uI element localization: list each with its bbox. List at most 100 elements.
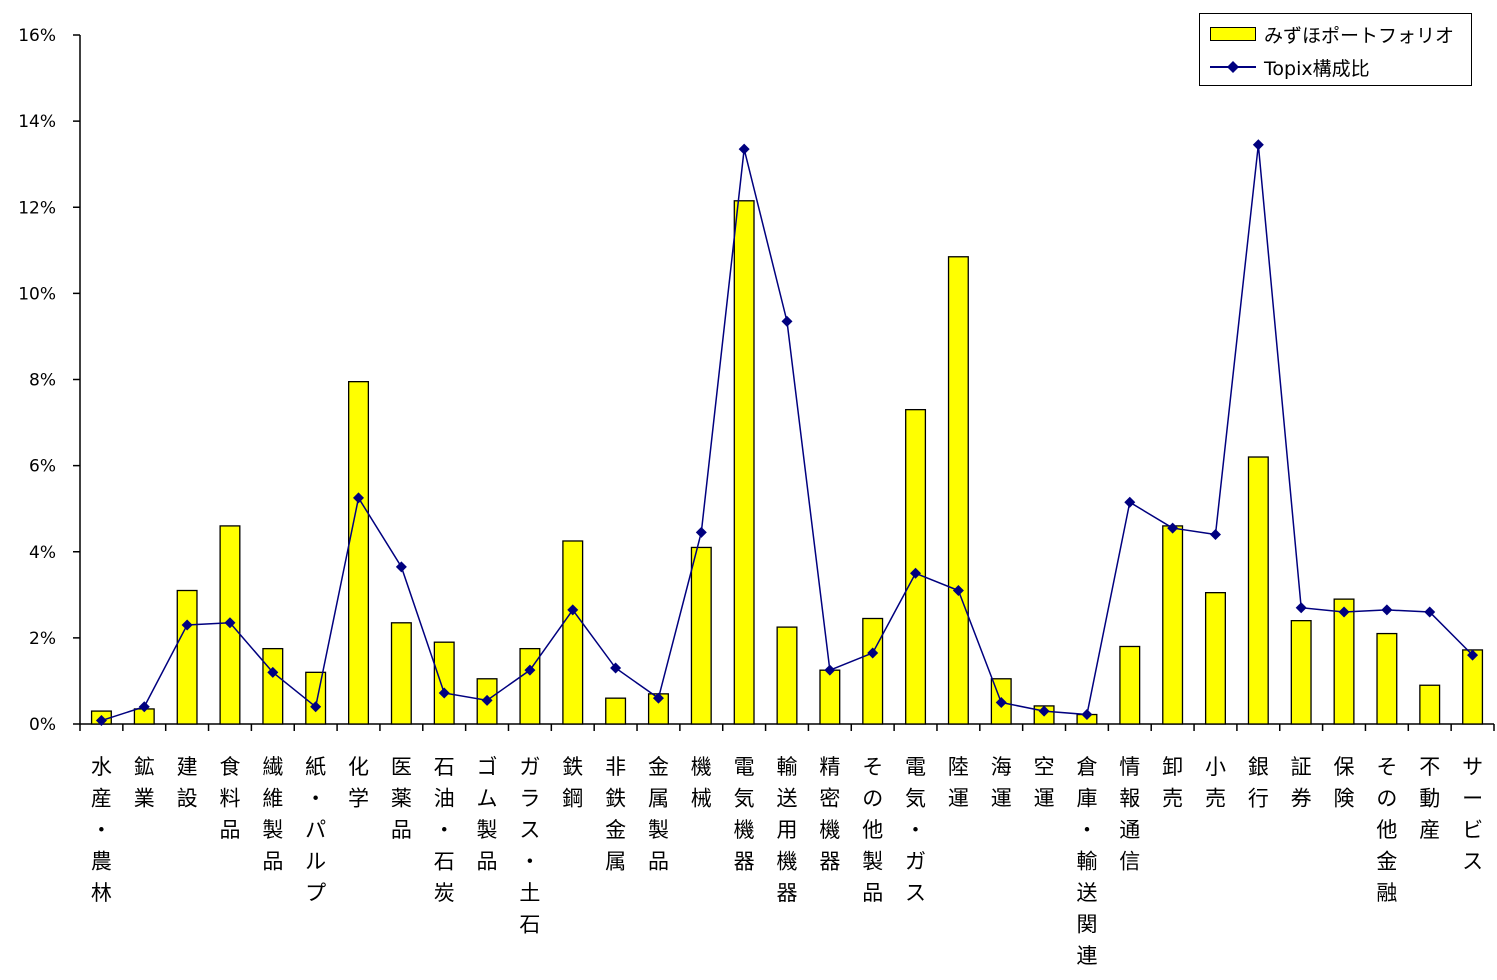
y-tick-label: 8% [29, 371, 56, 391]
bar-陸運 [947, 256, 969, 725]
y-tick-label: 16% [18, 26, 56, 46]
legend-bar-label: みずほポートフォリオ [1264, 24, 1455, 47]
bar-その他金融 [1376, 632, 1398, 725]
bar-不動産 [1419, 684, 1441, 725]
point-非鉄金属 [610, 662, 622, 674]
legend-item-line: Topix構成比 [1210, 52, 1370, 82]
point-小売 [1209, 529, 1221, 541]
point-情報通信 [1124, 496, 1136, 508]
x-tick-label: 空運 [1034, 755, 1055, 811]
x-tick-label: 医薬品 [391, 755, 412, 842]
point-輸送用機器 [781, 315, 793, 327]
point-その他金融 [1381, 604, 1393, 616]
legend-line-label: Topix構成比 [1264, 57, 1370, 80]
x-tick-label: 建設 [177, 755, 198, 811]
point-不動産 [1424, 606, 1436, 618]
bar-ガラス・土石 [519, 647, 541, 725]
bar-輸送用機器 [776, 626, 798, 725]
point-電気・ガス [910, 567, 922, 579]
x-tick-label: 化学 [348, 755, 369, 811]
x-tick-label: 卸売 [1162, 755, 1183, 811]
point-建設 [181, 619, 193, 631]
point-石油・石炭 [438, 687, 450, 699]
bar-医薬品 [390, 622, 412, 725]
bar-その他製品 [862, 617, 884, 725]
bar-機械 [690, 546, 712, 725]
x-tick-label: 非鉄金属 [605, 755, 626, 874]
x-tick-label: ガラス・土石 [519, 755, 540, 937]
point-ガラス・土石 [524, 664, 536, 676]
point-陸運 [952, 585, 964, 597]
point-サービス [1467, 649, 1479, 661]
y-axis-labels: 0% 2% 4% 6% 8% 10% 12% 14% 16% [18, 26, 56, 735]
x-tick-label: 石油・石炭 [434, 755, 455, 905]
point-鉄鋼 [567, 604, 579, 616]
x-tick-label: 小売 [1205, 755, 1226, 811]
bar-電気・ガス [905, 408, 927, 725]
y-tick-label: 4% [29, 543, 56, 563]
x-tick-label: 金属製品 [648, 755, 669, 874]
bar-情報通信 [1119, 645, 1141, 725]
x-tick-label: 機械 [691, 755, 712, 811]
x-tick-label: 不動産 [1419, 755, 1440, 842]
point-食料品 [224, 617, 236, 629]
x-tick-label: 情報通信 [1119, 755, 1140, 874]
x-tick-label: 海運 [991, 755, 1012, 811]
bar-精密機器 [819, 669, 841, 725]
x-tick-label: ゴム製品 [477, 755, 498, 874]
point-銀行 [1252, 139, 1264, 151]
y-tick-label: 6% [29, 457, 56, 477]
point-金属製品 [652, 692, 664, 704]
point-海運 [995, 696, 1007, 708]
point-機械 [695, 526, 707, 538]
legend: みずほポートフォリオ Topix構成比 [1199, 13, 1472, 86]
point-電気機器 [738, 143, 750, 155]
x-tick-label: 銀行 [1248, 755, 1269, 811]
point-卸売 [1167, 522, 1179, 534]
bar-非鉄金属 [605, 697, 627, 725]
point-精密機器 [824, 664, 836, 676]
x-tick-label: 電気機器 [734, 755, 755, 874]
point-空運 [1038, 705, 1050, 717]
x-tick-label: その他製品 [862, 755, 883, 905]
bar-サービス [1462, 649, 1484, 725]
point-医薬品 [395, 561, 407, 573]
point-保険 [1338, 606, 1350, 618]
point-鉱業 [138, 701, 150, 713]
x-tick-label: 食料品 [219, 755, 240, 842]
point-水産・農林 [95, 715, 107, 727]
x-tick-label: 輸送用機器 [777, 755, 798, 905]
y-tick-label: 14% [18, 112, 56, 132]
bar-証券 [1290, 620, 1312, 725]
bar-石油・石炭 [433, 641, 455, 725]
x-tick-label: 証券 [1291, 755, 1312, 811]
bar-小売 [1204, 592, 1226, 725]
x-tick-label: その他金融 [1376, 755, 1397, 905]
bar-紙・パルプ [305, 671, 327, 725]
y-tick-label: 10% [18, 284, 56, 304]
x-tick-label: 紙・パルプ [305, 755, 326, 905]
point-化学 [353, 492, 365, 504]
bar-建設 [176, 589, 198, 725]
y-tick-label: 2% [29, 629, 56, 649]
legend-item-bar: みずほポートフォリオ [1210, 19, 1454, 49]
bar-保険 [1333, 598, 1355, 725]
point-倉庫・輸送関連 [1081, 709, 1093, 721]
x-tick-label: 保険 [1334, 755, 1355, 811]
bar-繊維製品 [262, 647, 284, 725]
x-tick-label: 倉庫・輸送関連 [1076, 755, 1097, 968]
bar-化学 [348, 381, 370, 725]
legend-bar-swatch [1210, 27, 1256, 41]
bar-電気機器 [733, 200, 755, 725]
x-tick-label: 水産・農林 [91, 755, 112, 905]
point-紙・パルプ [310, 701, 322, 713]
x-tick-label: サービス [1462, 755, 1483, 874]
point-繊維製品 [267, 666, 279, 678]
x-tick-label: 精密機器 [819, 755, 840, 874]
point-ゴム製品 [481, 694, 493, 706]
legend-line-swatch [1210, 61, 1256, 73]
y-tick-label: 0% [29, 715, 56, 735]
x-tick-label: 繊維製品 [262, 755, 283, 874]
